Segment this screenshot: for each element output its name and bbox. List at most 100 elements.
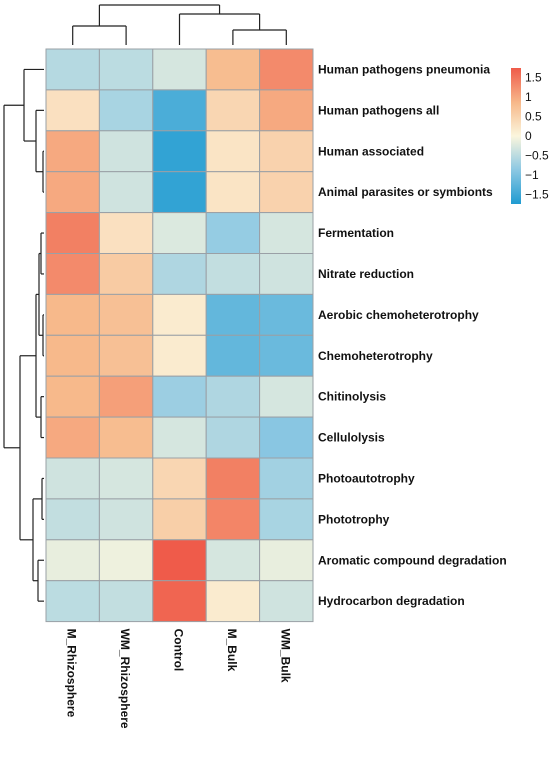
heatmap-cell [152,416,207,459]
heatmap-cell [45,293,100,336]
heatmap-cell [98,89,154,132]
column-label: M_Rhizosphere [65,629,79,718]
heatmap-cell [259,48,314,91]
heatmap-cell [45,253,100,295]
row-label: Human associated [318,144,424,158]
row-label: Aerobic chemoheterotrophy [318,308,479,322]
heatmap-cell [45,48,100,91]
heatmap-cell [205,498,261,541]
heatmap-cell [45,212,100,255]
heatmap-cell [152,334,207,377]
heatmap-cell [259,498,314,541]
heatmap-cell [259,212,314,255]
heatmap-cell [205,48,261,91]
row-label: Hydrocarbon degradation [318,594,465,608]
heatmap-cell [45,416,100,459]
legend-tick-label: 1.5 [525,71,542,85]
row-label: Animal parasites or symbionts [318,185,493,199]
row-dendrogram [3,68,44,602]
heatmap-cell [98,293,154,336]
heatmap-cell [45,171,100,214]
heatmap-cell [152,212,207,255]
heatmap-cell [98,498,154,541]
heatmap-cell [98,253,154,295]
heatmap-cell [98,334,154,377]
heatmap-cell [45,580,100,623]
heatmap-cell [205,539,261,582]
color-legend: 1.5 1 0.5 0 −0.5 −1 −1.5 [511,68,549,204]
heatmap-cell [45,498,100,541]
heatmap-cells [45,48,314,623]
legend-tick-label: 1 [525,90,532,104]
heatmap-cell [98,416,154,459]
row-label: Cellulolysis [318,431,385,445]
heatmap-cell [205,416,261,459]
heatmap-cell [98,48,154,91]
heatmap-cell [98,539,154,582]
heatmap-cell [98,130,154,173]
heatmap-cell [259,89,314,132]
heatmap-cell [259,171,314,214]
heatmap-cell [45,130,100,173]
row-label: Photoautotrophy [318,471,415,485]
heatmap-cell [259,375,314,418]
heatmap-cell [45,539,100,582]
heatmap-cell [205,375,261,418]
heatmap-cell [98,171,154,214]
row-label: Human pathogens pneumonia [318,62,490,76]
heatmap-cell [205,457,261,500]
legend-tick-label: 0.5 [525,110,542,124]
legend-color-bar [511,68,521,204]
legend-tick-label: −1.5 [525,187,549,201]
heatmap-cell [152,253,207,295]
row-label: Chitinolysis [318,390,386,404]
column-dendrogram [72,4,287,45]
heatmap-cell [259,416,314,459]
heatmap-cell [259,457,314,500]
heatmap-cell [152,293,207,336]
heatmap-cell [259,539,314,582]
heatmap-cell [259,334,314,377]
heatmap-cell [259,293,314,336]
heatmap-cell [205,293,261,336]
heatmap-cell [152,580,207,623]
row-label: Phototrophy [318,512,390,526]
heatmap-cell [45,334,100,377]
column-labels: M_Rhizosphere WM_Rhizosphere Control M_Bulk… [65,629,293,729]
heatmap-cell [205,253,261,295]
row-label: Nitrate reduction [318,267,414,281]
heatmap-cell [45,457,100,500]
heatmap-cell [45,89,100,132]
row-label: Human pathogens all [318,103,439,117]
heatmap-cell [152,539,207,582]
heatmap-cell [259,130,314,173]
heatmap-cell [98,457,154,500]
legend-tick-label: −0.5 [525,148,549,162]
row-label: Chemoheterotrophy [318,349,433,363]
heatmap-cell [205,212,261,255]
heatmap-cell [98,580,154,623]
legend-ticks: 1.5 1 0.5 0 −0.5 −1 −1.5 [525,71,549,202]
heatmap-cell [152,171,207,214]
column-label: WM_Bulk [278,629,292,683]
heatmap-cell [98,375,154,418]
heatmap-cell [205,130,261,173]
heatmap-cell [152,457,207,500]
heatmap-cell [205,171,261,214]
heatmap-cell [152,89,207,132]
heatmap-cell [152,48,207,91]
column-label: Control [172,629,186,672]
heatmap-cell [152,130,207,173]
heatmap-cell [205,334,261,377]
heatmap-cell [45,375,100,418]
row-label: Fermentation [318,226,394,240]
heatmap-cell [152,375,207,418]
row-label: Aromatic compound degradation [318,553,507,567]
legend-tick-label: −1 [525,168,539,182]
legend-tick-label: 0 [525,129,532,143]
column-label: M_Bulk [225,629,239,672]
row-labels: Human pathogens pneumonia Human pathogens… [318,62,507,608]
heatmap-cell [205,580,261,623]
heatmap-cell [98,212,154,255]
